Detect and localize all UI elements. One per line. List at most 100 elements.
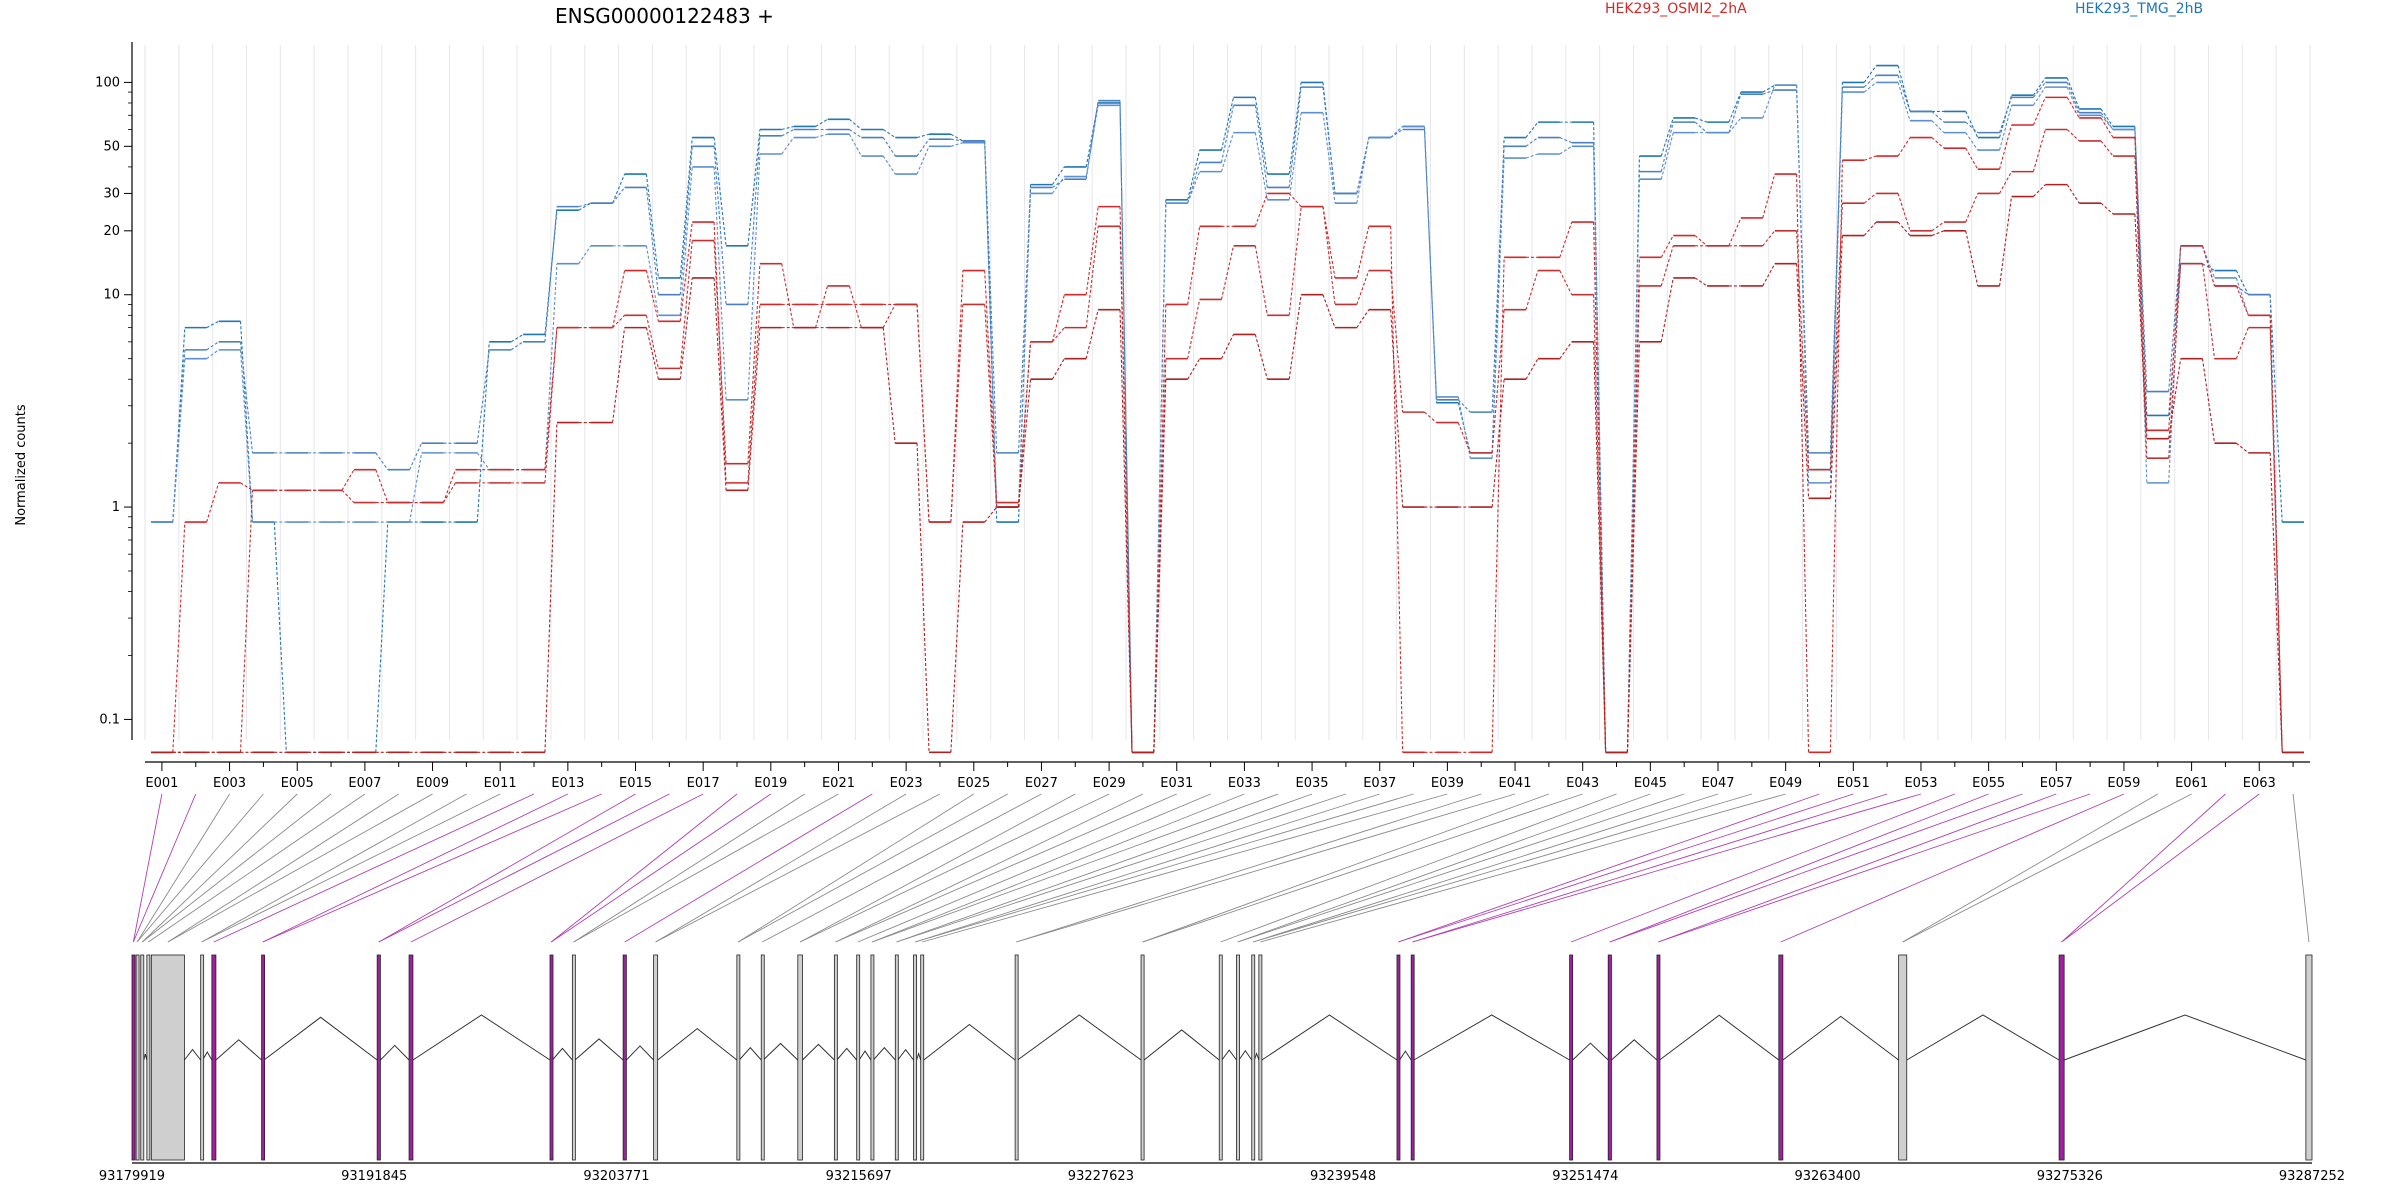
exon-tick-label: E047 bbox=[1701, 776, 1734, 791]
legend-tmg: HEK293_TMG_2hB bbox=[2075, 1, 2203, 17]
exon-block bbox=[760, 954, 765, 1161]
exon-connector bbox=[737, 793, 975, 943]
exon-block bbox=[856, 954, 861, 1161]
intron bbox=[1261, 1014, 1398, 1061]
intron bbox=[1221, 1049, 1237, 1061]
exon-block bbox=[2305, 954, 2313, 1161]
exon-connector bbox=[1016, 793, 1482, 943]
exon-block bbox=[131, 954, 136, 1161]
exon-block bbox=[135, 954, 140, 1161]
exon-block bbox=[913, 954, 918, 1161]
exon-connector bbox=[655, 793, 907, 943]
exon-block bbox=[797, 954, 803, 1161]
exon-connector bbox=[136, 793, 264, 943]
coordinate-label: 93191845 bbox=[341, 1169, 407, 1184]
exon-connector bbox=[896, 793, 1313, 943]
exon-connector bbox=[1252, 793, 1719, 943]
exon-connector bbox=[148, 793, 366, 943]
exon-block bbox=[150, 954, 185, 1161]
exon-block bbox=[1236, 954, 1240, 1161]
chart-title: ENSG00000122483 + bbox=[555, 4, 774, 28]
exon-tick-label: E061 bbox=[2175, 776, 2208, 791]
y-tick-label: 30 bbox=[103, 186, 120, 201]
exon-tick-label: E017 bbox=[687, 776, 720, 791]
exon-block bbox=[2058, 954, 2065, 1161]
exon-connector bbox=[2061, 793, 2260, 943]
intron bbox=[1017, 1014, 1142, 1061]
exon-block bbox=[1410, 954, 1415, 1161]
exon-connector bbox=[737, 793, 1008, 943]
exon-connector bbox=[262, 793, 602, 943]
exon-connector bbox=[141, 793, 298, 943]
exon-connector bbox=[573, 793, 839, 943]
y-tick-label: 0.1 bbox=[99, 712, 120, 727]
y-tick-label: 100 bbox=[95, 75, 120, 90]
intron bbox=[2063, 1014, 2307, 1061]
exon-tick-label: E021 bbox=[822, 776, 855, 791]
exon-connector bbox=[1780, 793, 2125, 943]
exon-block bbox=[870, 954, 875, 1161]
y-tick-label: 50 bbox=[103, 139, 120, 154]
exon-block bbox=[1014, 954, 1019, 1161]
exon-block bbox=[1218, 954, 1223, 1161]
exon-connector bbox=[1260, 793, 1786, 943]
exon-block bbox=[1778, 954, 1784, 1161]
intron bbox=[380, 1044, 410, 1061]
intron bbox=[858, 1050, 872, 1061]
exon-tick-label: E033 bbox=[1228, 776, 1261, 791]
exon-connector bbox=[167, 793, 433, 943]
exon-connector bbox=[1609, 793, 1989, 943]
intron bbox=[143, 1053, 148, 1061]
exon-connector bbox=[1658, 793, 2057, 943]
exon-block bbox=[653, 954, 659, 1161]
exon-connector bbox=[857, 793, 1211, 943]
exon-connector bbox=[132, 793, 163, 943]
exon-connector bbox=[835, 793, 1144, 943]
intron bbox=[1611, 1039, 1658, 1061]
exon-tick-label: E031 bbox=[1160, 776, 1193, 791]
exon-connector bbox=[1570, 793, 1955, 943]
exon-block bbox=[1569, 954, 1574, 1161]
intron bbox=[836, 1047, 858, 1061]
exon-tick-label: E063 bbox=[2243, 776, 2276, 791]
exon-connector bbox=[1398, 793, 1820, 943]
y-axis-label: Normalized counts bbox=[14, 404, 29, 526]
exon-connector bbox=[141, 793, 332, 943]
exon-connector bbox=[914, 793, 1380, 943]
exon-connector bbox=[624, 793, 873, 943]
intron bbox=[1143, 1029, 1220, 1061]
exon-connector bbox=[136, 793, 230, 943]
exon-tick-label: E035 bbox=[1296, 776, 1329, 791]
intron bbox=[202, 1050, 213, 1061]
intron bbox=[738, 1046, 762, 1061]
exon-connector bbox=[132, 793, 197, 943]
exon-block bbox=[894, 954, 899, 1161]
exon-tick-label: E037 bbox=[1363, 776, 1396, 791]
exon-tick-label: E005 bbox=[281, 776, 314, 791]
exon-block bbox=[1251, 954, 1256, 1161]
exon-connector bbox=[1902, 793, 2158, 943]
y-tick-label: 20 bbox=[103, 224, 120, 239]
axes: 0.1 1 10 20 30 50 100 E001 E003 E005 E007 E009 E011 E… bbox=[95, 42, 2310, 791]
exon-block bbox=[920, 954, 925, 1161]
exon-connector bbox=[201, 793, 501, 943]
exon-connector bbox=[1016, 793, 1516, 943]
coordinate-label: 93275326 bbox=[2037, 1169, 2103, 1184]
exon-connectors bbox=[132, 793, 2310, 943]
coordinate-label: 93203771 bbox=[583, 1169, 649, 1184]
exon-block bbox=[549, 954, 554, 1161]
exon-tick-label: E015 bbox=[619, 776, 652, 791]
exon-tick-label: E003 bbox=[213, 776, 246, 791]
exon-tick-label: E029 bbox=[1093, 776, 1126, 791]
intron bbox=[1782, 1015, 1899, 1061]
series-connector bbox=[172, 81, 2283, 753]
intron bbox=[1238, 1049, 1253, 1061]
exon-connector bbox=[213, 793, 535, 943]
exon-connector bbox=[262, 793, 569, 943]
exon-block bbox=[146, 954, 151, 1161]
y-tick-label: 1 bbox=[112, 500, 120, 515]
intron bbox=[215, 1039, 262, 1061]
exon-block bbox=[408, 954, 414, 1161]
intron bbox=[574, 1038, 624, 1061]
intron bbox=[802, 1043, 835, 1061]
